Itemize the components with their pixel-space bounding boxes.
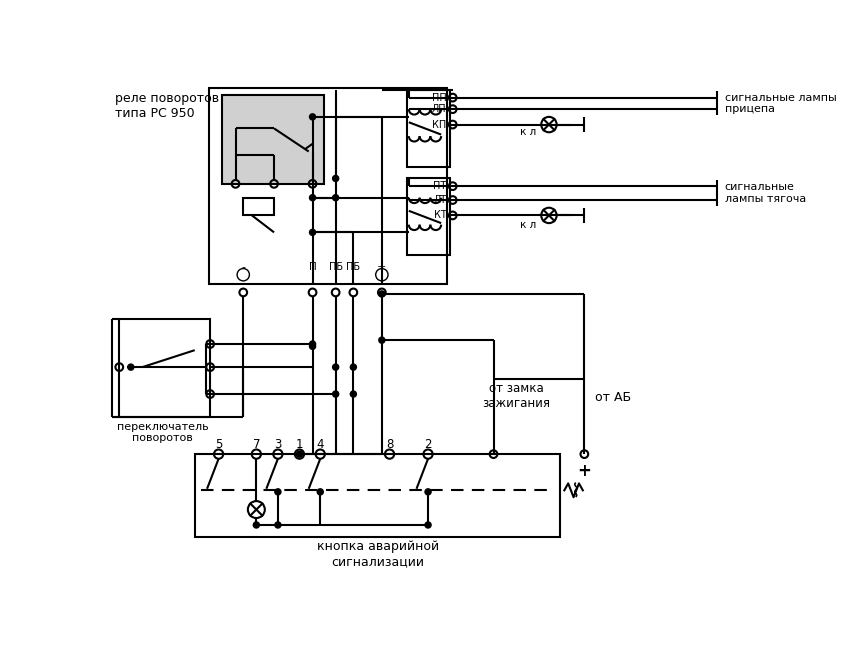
Text: П: П xyxy=(309,262,317,272)
Bar xyxy=(195,454,561,537)
Text: ⌇: ⌇ xyxy=(571,483,580,502)
Text: реле поворотов
типа РС 950: реле поворотов типа РС 950 xyxy=(115,92,219,120)
Text: сигнальные
лампы тягоча: сигнальные лампы тягоча xyxy=(724,182,806,204)
Bar xyxy=(408,178,449,255)
Text: ПТ: ПТ xyxy=(433,181,447,191)
Circle shape xyxy=(310,114,315,119)
Circle shape xyxy=(310,343,315,349)
Text: ЛТ: ЛТ xyxy=(433,195,447,205)
Text: ЛП: ЛП xyxy=(432,104,447,114)
Text: 2: 2 xyxy=(425,438,431,451)
Text: переключатель
поворотов: переключатель поворотов xyxy=(117,422,208,443)
Circle shape xyxy=(297,451,302,457)
Circle shape xyxy=(310,230,315,235)
Bar xyxy=(208,88,448,284)
Text: ПБ: ПБ xyxy=(328,262,343,272)
Text: 7: 7 xyxy=(253,438,260,451)
Text: сигнальные лампы
прицепа: сигнальные лампы прицепа xyxy=(724,93,837,114)
Circle shape xyxy=(351,364,356,370)
Circle shape xyxy=(254,522,259,528)
Circle shape xyxy=(333,391,339,397)
Text: КП: КП xyxy=(432,119,447,129)
Circle shape xyxy=(380,338,385,343)
Text: КТ: КТ xyxy=(434,210,447,221)
Bar xyxy=(119,319,210,417)
Circle shape xyxy=(333,364,339,370)
Text: 5: 5 xyxy=(215,438,222,451)
Circle shape xyxy=(129,364,134,370)
Text: +: + xyxy=(578,462,591,480)
Circle shape xyxy=(426,489,431,494)
Text: 3: 3 xyxy=(274,438,282,451)
Text: кнопка аварийной
сигнализации: кнопка аварийной сигнализации xyxy=(317,540,439,568)
Circle shape xyxy=(317,489,323,494)
Circle shape xyxy=(333,195,339,200)
Bar xyxy=(243,198,274,215)
Circle shape xyxy=(426,522,431,528)
Text: к л: к л xyxy=(520,127,536,137)
Text: +: + xyxy=(377,262,386,272)
Circle shape xyxy=(275,522,281,528)
Text: от АБ: от АБ xyxy=(595,391,631,404)
Text: ПБ: ПБ xyxy=(346,262,361,272)
Circle shape xyxy=(351,391,356,397)
Text: к л: к л xyxy=(520,219,536,230)
Text: 4: 4 xyxy=(317,438,324,451)
Text: 1: 1 xyxy=(295,438,303,451)
Circle shape xyxy=(380,291,385,296)
Bar xyxy=(408,90,449,167)
Text: от замка
зажигания: от замка зажигания xyxy=(483,381,551,409)
Bar xyxy=(222,95,324,184)
Circle shape xyxy=(310,342,315,347)
Text: 8: 8 xyxy=(386,438,393,451)
Circle shape xyxy=(310,195,315,200)
Circle shape xyxy=(275,489,281,494)
Text: ПП: ПП xyxy=(431,93,447,103)
Circle shape xyxy=(333,176,339,181)
Text: -: - xyxy=(241,262,245,272)
